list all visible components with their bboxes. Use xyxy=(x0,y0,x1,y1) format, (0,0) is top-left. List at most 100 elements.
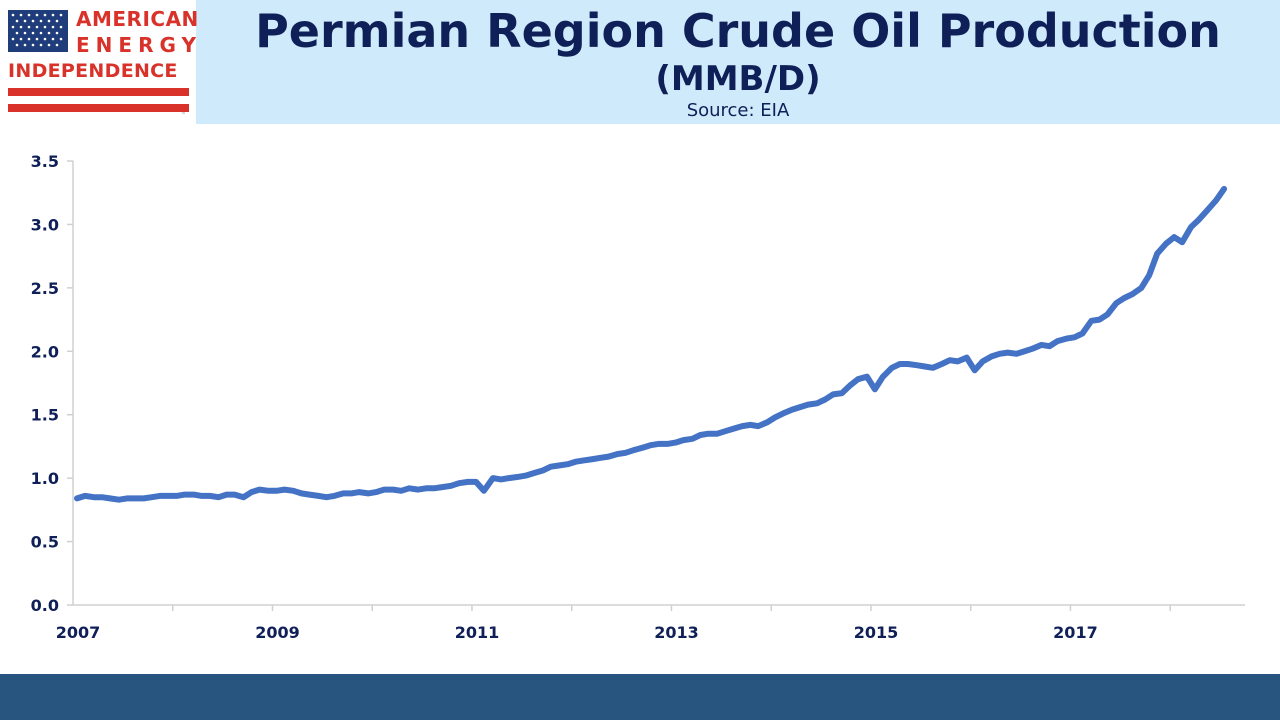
data-point xyxy=(225,493,229,497)
data-point xyxy=(499,477,503,481)
data-point xyxy=(158,494,162,498)
data-point xyxy=(1180,240,1184,244)
data-point xyxy=(516,475,520,479)
data-point xyxy=(681,438,685,442)
data-point xyxy=(1172,235,1176,239)
data-point xyxy=(706,432,710,436)
data-point xyxy=(92,495,96,499)
data-point xyxy=(407,486,411,490)
data-point xyxy=(806,403,810,407)
data-point xyxy=(1147,273,1151,277)
footer-bar xyxy=(0,674,1280,720)
data-point xyxy=(83,494,87,498)
data-point xyxy=(307,493,311,497)
data-point xyxy=(332,494,336,498)
data-point xyxy=(1065,337,1068,341)
production-line-chart: 0.0 0.5 1.0 1.5 2.0 2.5 3.0 3.5 2007 2009 2011 201… xyxy=(31,152,1245,642)
data-point xyxy=(973,368,977,372)
data-point xyxy=(1040,343,1043,347)
trademark-mark: ™ xyxy=(181,112,186,118)
data-point xyxy=(133,496,137,500)
data-point xyxy=(748,423,752,427)
data-point xyxy=(432,486,436,490)
data-point xyxy=(616,452,620,456)
data-point xyxy=(299,491,303,495)
x-tick-label: 2013 xyxy=(654,623,699,642)
data-point xyxy=(674,441,677,445)
data-point xyxy=(424,486,428,490)
data-point xyxy=(541,469,545,472)
y-tick-label: 2.5 xyxy=(31,279,59,298)
data-point xyxy=(890,366,894,370)
data-point xyxy=(142,496,146,500)
data-point xyxy=(1205,209,1209,212)
data-point xyxy=(723,429,727,433)
data-point xyxy=(906,362,910,366)
data-point xyxy=(1130,292,1134,296)
y-tick-label: 0.5 xyxy=(31,533,59,552)
data-point xyxy=(192,493,196,497)
y-tick-label: 1.0 xyxy=(31,469,59,488)
data-point xyxy=(624,451,628,455)
data-point xyxy=(574,460,578,464)
data-point xyxy=(873,387,877,391)
data-point xyxy=(449,484,453,488)
data-point xyxy=(1015,352,1019,356)
data-point xyxy=(731,427,735,431)
data-point xyxy=(349,491,353,495)
chart-units-subtitle: (MMB/D) xyxy=(655,59,821,99)
data-point xyxy=(649,443,652,447)
header-banner: AMERICAN ENERGY INDEPENDENCE ™ Permian R… xyxy=(0,0,1280,124)
data-point xyxy=(474,480,478,484)
y-tick-label: 0.0 xyxy=(31,596,59,615)
data-point xyxy=(491,476,495,480)
x-tick-label: 2017 xyxy=(1053,623,1098,642)
data-point xyxy=(591,457,595,461)
x-axis-ticks: 2007 2009 2011 2013 2015 2017 xyxy=(56,605,1171,642)
data-point xyxy=(1048,344,1051,348)
data-point xyxy=(981,359,985,363)
data-point xyxy=(940,362,944,366)
y-tick-label: 3.5 xyxy=(31,152,59,171)
data-point xyxy=(233,493,237,497)
data-point xyxy=(657,442,660,446)
data-point xyxy=(108,496,112,500)
data-point xyxy=(566,462,570,466)
data-point xyxy=(956,359,960,363)
data-point xyxy=(1031,347,1034,351)
data-point xyxy=(167,494,171,498)
data-point xyxy=(1222,187,1226,191)
data-point xyxy=(798,405,802,409)
data-point xyxy=(1197,217,1201,221)
data-point xyxy=(217,495,221,499)
series-layer xyxy=(74,185,1228,503)
y-tick-label: 3.0 xyxy=(31,215,59,234)
data-point xyxy=(250,490,253,494)
data-point xyxy=(1080,332,1084,335)
data-point xyxy=(283,488,286,492)
data-point xyxy=(175,494,179,498)
data-point xyxy=(1006,351,1010,355)
data-point xyxy=(756,424,760,428)
data-point xyxy=(856,377,860,381)
data-point xyxy=(1214,198,1218,202)
data-point xyxy=(690,437,694,441)
data-point xyxy=(374,490,378,494)
data-point xyxy=(1072,335,1076,339)
data-point xyxy=(208,494,212,498)
data-point xyxy=(965,356,969,360)
data-point xyxy=(641,446,644,450)
data-point xyxy=(931,366,935,370)
data-point xyxy=(324,495,328,499)
data-point xyxy=(632,448,636,452)
data-point xyxy=(1114,301,1118,305)
data-point xyxy=(666,442,669,446)
data-point xyxy=(150,495,154,499)
data-point xyxy=(840,391,844,395)
data-point xyxy=(75,496,79,500)
data-point xyxy=(557,464,561,467)
data-point xyxy=(815,401,819,405)
data-point xyxy=(948,358,952,362)
data-point xyxy=(366,491,370,495)
y-tick-label: 1.5 xyxy=(31,406,59,425)
